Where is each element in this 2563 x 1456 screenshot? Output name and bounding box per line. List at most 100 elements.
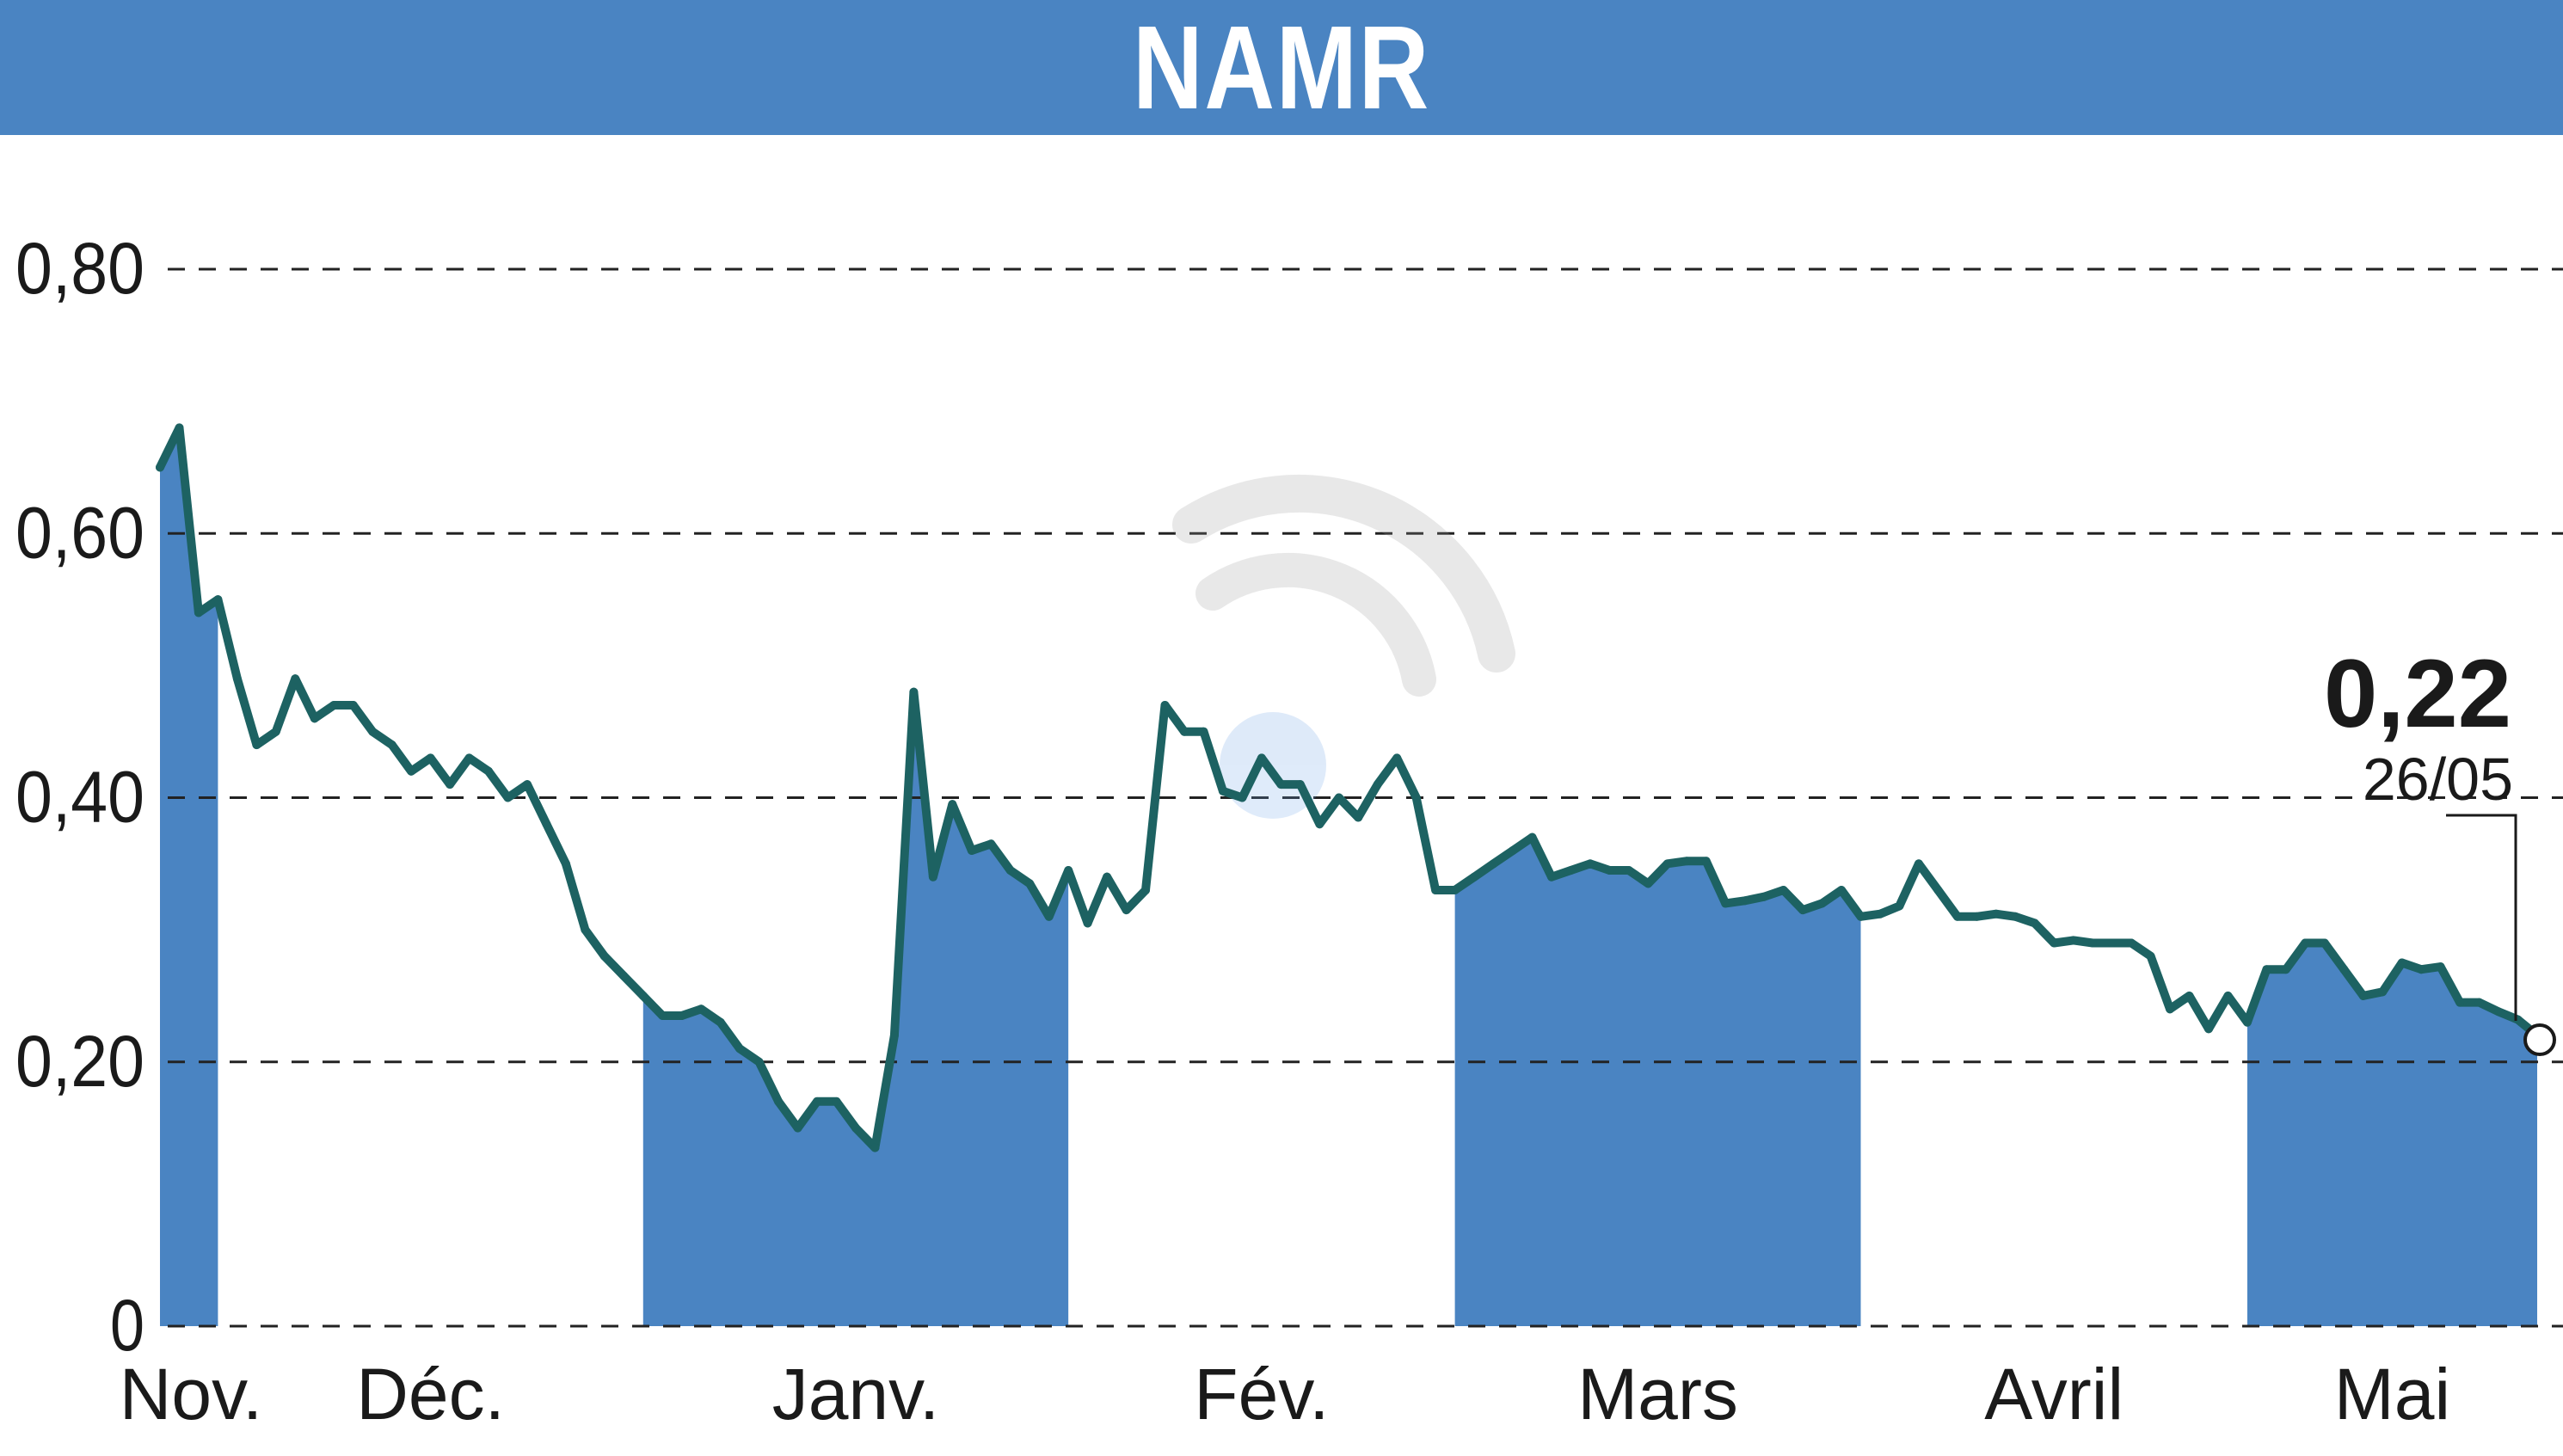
data-point xyxy=(1431,886,1441,895)
data-point xyxy=(387,740,396,750)
data-point xyxy=(1141,886,1151,895)
data-point xyxy=(793,1123,802,1133)
data-point xyxy=(1373,780,1382,789)
data-point xyxy=(1624,865,1633,875)
data-point xyxy=(542,820,551,829)
data-point xyxy=(310,714,319,723)
data-point xyxy=(2436,962,2445,972)
data-point xyxy=(368,727,378,736)
series-line xyxy=(156,423,2541,1152)
data-point xyxy=(1044,912,1054,921)
data-point xyxy=(271,727,280,736)
data-point xyxy=(658,1011,667,1020)
data-point xyxy=(194,608,203,617)
y-axis-labels: 0 0,20 0,40 0,60 0,80 xyxy=(15,228,144,1366)
data-point xyxy=(2474,998,2484,1007)
data-point xyxy=(986,839,996,849)
data-point xyxy=(2146,951,2155,961)
data-point xyxy=(1644,879,1653,888)
data-point xyxy=(2378,987,2388,997)
data-point xyxy=(735,1044,745,1054)
y-tick-label-1: 0,20 xyxy=(15,1021,144,1102)
x-tick-label-2: Janv. xyxy=(772,1354,940,1434)
data-point xyxy=(832,1097,841,1106)
title-banner: NAMR xyxy=(0,0,2563,135)
data-point xyxy=(1972,912,1982,921)
month-band-2 xyxy=(642,691,1069,1326)
data-point xyxy=(426,753,435,763)
data-point xyxy=(1605,865,1614,875)
data-point xyxy=(252,740,261,750)
data-point xyxy=(2320,938,2329,948)
data-point xyxy=(2494,1007,2504,1017)
data-point xyxy=(522,780,532,789)
data-point xyxy=(1952,912,1962,921)
data-point xyxy=(1257,753,1266,763)
data-point xyxy=(1682,857,1692,866)
data-point xyxy=(638,991,648,1000)
data-point xyxy=(2050,938,2059,948)
data-point xyxy=(1875,909,1884,918)
data-point xyxy=(909,687,919,697)
data-point xyxy=(2455,998,2465,1007)
data-point xyxy=(1392,753,1402,763)
data-point xyxy=(348,700,358,710)
data-point xyxy=(2262,965,2271,974)
last-value-label: 0,22 xyxy=(2324,640,2511,747)
data-point xyxy=(1546,872,1556,882)
data-point xyxy=(329,700,339,710)
data-point xyxy=(1489,859,1498,869)
data-point xyxy=(1566,865,1576,875)
data-point xyxy=(1470,872,1479,882)
data-point xyxy=(446,780,455,789)
data-point xyxy=(2301,938,2310,948)
y-tick-label-0: 0 xyxy=(110,1285,144,1366)
price-series xyxy=(156,423,2541,1152)
data-point xyxy=(1760,892,1769,901)
data-point xyxy=(561,859,570,869)
data-point xyxy=(2339,965,2349,974)
data-point xyxy=(754,1057,764,1066)
data-point xyxy=(889,1031,899,1041)
y-tick-label-2: 0,40 xyxy=(15,757,144,838)
data-point xyxy=(2088,938,2098,948)
data-point xyxy=(948,800,957,809)
data-point xyxy=(1798,906,1808,915)
x-tick-label-5: Avril xyxy=(1984,1354,2124,1434)
data-point xyxy=(156,463,164,472)
data-point xyxy=(1817,899,1827,908)
data-point xyxy=(1334,793,1343,802)
last-value-leader xyxy=(2446,814,2517,1022)
data-point xyxy=(2185,991,2194,1000)
data-point xyxy=(2223,991,2233,1000)
data-point xyxy=(1315,820,1325,829)
x-tick-label-0: Nov. xyxy=(120,1354,262,1434)
data-point xyxy=(2107,938,2117,948)
data-point xyxy=(2166,1004,2175,1014)
data-point xyxy=(1122,906,1131,915)
data-point xyxy=(813,1097,822,1106)
data-point xyxy=(967,845,976,855)
data-point xyxy=(581,925,590,935)
x-tick-label-4: Mars xyxy=(1577,1354,1738,1434)
data-point xyxy=(1856,912,1865,921)
x-tick-label-6: Mai xyxy=(2334,1354,2450,1434)
y-tick-label-4: 0,80 xyxy=(15,228,144,309)
data-point xyxy=(1083,918,1092,928)
x-tick-label-3: Fév. xyxy=(1194,1354,1329,1434)
data-point xyxy=(464,753,474,763)
data-point xyxy=(291,674,300,684)
y-tick-label-3: 0,60 xyxy=(15,492,144,573)
data-point xyxy=(2397,958,2406,968)
last-value-date: 26/05 xyxy=(2363,746,2513,813)
data-point xyxy=(1005,865,1015,875)
data-point xyxy=(1701,857,1711,866)
data-point xyxy=(2127,938,2136,948)
data-point xyxy=(1663,859,1672,869)
data-point xyxy=(774,1097,784,1106)
data-point xyxy=(232,674,242,684)
data-point xyxy=(1585,859,1595,869)
data-point xyxy=(213,595,223,605)
data-point xyxy=(1179,727,1189,736)
